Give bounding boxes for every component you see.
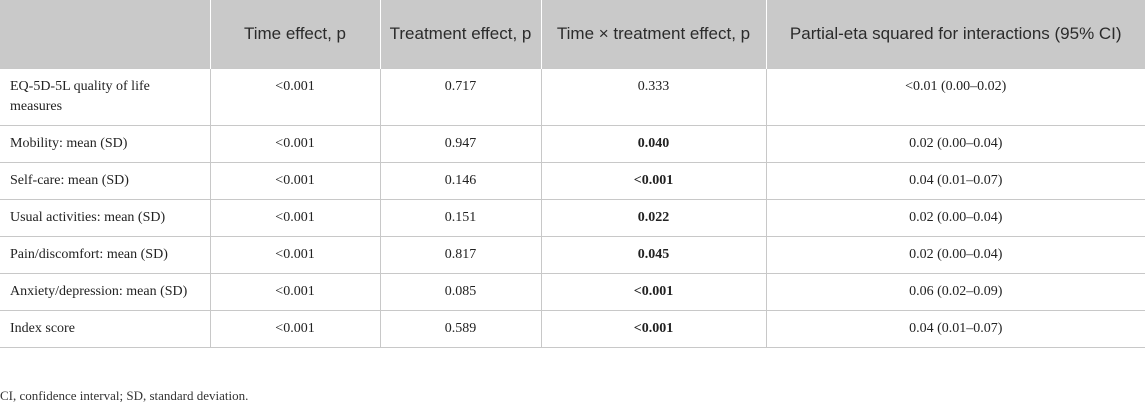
header-row: Time effect, p Treatment effect, p Time × … [0, 0, 1145, 68]
table-cell: 0.04 (0.01–0.07) [765, 161, 1145, 200]
header-cell: Time × treatment effect, p [541, 0, 767, 68]
table-cell: 0.02 (0.00–0.04) [765, 235, 1145, 274]
table-cell: <0.001 [209, 272, 381, 311]
row-label: Usual activities: mean (SD) [0, 198, 211, 237]
table-row: Mobility: mean (SD) <0.001 0.947 0.040 0.02 … [0, 124, 1145, 163]
header-cell: Time effect, p [210, 0, 381, 68]
table-cell: 0.146 [379, 161, 542, 200]
table-cell: <0.001 [209, 235, 381, 274]
table-cell: 0.040 [540, 124, 767, 163]
table-cell: 0.151 [379, 198, 542, 237]
table-cell: <0.001 [209, 124, 381, 163]
table-row: Usual activities: mean (SD) <0.001 0.151 0.… [0, 198, 1145, 237]
table-cell: 0.022 [540, 198, 767, 237]
header-cell [0, 0, 211, 68]
table-body: EQ-5D-5L quality of life measures <0.001 0… [0, 67, 1145, 348]
table-cell: 0.02 (0.00–0.04) [765, 198, 1145, 237]
row-label: Anxiety/depression: mean (SD) [0, 272, 211, 311]
header-cell: Partial-eta squared for interactions (95… [766, 0, 1145, 68]
table-cell: 0.717 [379, 67, 542, 126]
row-label: Index score [0, 309, 211, 348]
table-row: Self-care: mean (SD) <0.001 0.146 <0.001 0.0… [0, 161, 1145, 200]
row-label: Pain/discomfort: mean (SD) [0, 235, 211, 274]
table-cell: <0.001 [540, 272, 767, 311]
footnote: CI, confidence interval; SD, standard de… [0, 388, 249, 403]
table-row: Index score <0.001 0.589 <0.001 0.04 (0.01–0… [0, 309, 1145, 348]
row-label: Mobility: mean (SD) [0, 124, 211, 163]
table-cell: <0.001 [209, 309, 381, 348]
table-cell: 0.817 [379, 235, 542, 274]
table-cell: <0.001 [209, 67, 381, 126]
table-row: EQ-5D-5L quality of life measures <0.001 0… [0, 67, 1145, 126]
table-row: Pain/discomfort: mean (SD) <0.001 0.817 0.0… [0, 235, 1145, 274]
table-cell: <0.001 [540, 161, 767, 200]
table-cell: <0.001 [209, 161, 381, 200]
table-cell: 0.085 [379, 272, 542, 311]
header-cell: Treatment effect, p [380, 0, 542, 68]
table-row: Anxiety/depression: mean (SD) <0.001 0.085… [0, 272, 1145, 311]
table-cell: 0.333 [540, 67, 767, 126]
table-cell: 0.02 (0.00–0.04) [765, 124, 1145, 163]
results-table: Time effect, p Treatment effect, p Time × … [0, 0, 1145, 348]
table-cell: 0.947 [379, 124, 542, 163]
table-cell: <0.001 [209, 198, 381, 237]
table-cell: <0.01 (0.00–0.02) [765, 67, 1145, 126]
table-cell: 0.04 (0.01–0.07) [765, 309, 1145, 348]
table-cell: 0.045 [540, 235, 767, 274]
table-cell: 0.06 (0.02–0.09) [765, 272, 1145, 311]
table-cell: 0.589 [379, 309, 542, 348]
table-cell: <0.001 [540, 309, 767, 348]
row-label: Self-care: mean (SD) [0, 161, 211, 200]
row-label: EQ-5D-5L quality of life measures [0, 67, 211, 126]
